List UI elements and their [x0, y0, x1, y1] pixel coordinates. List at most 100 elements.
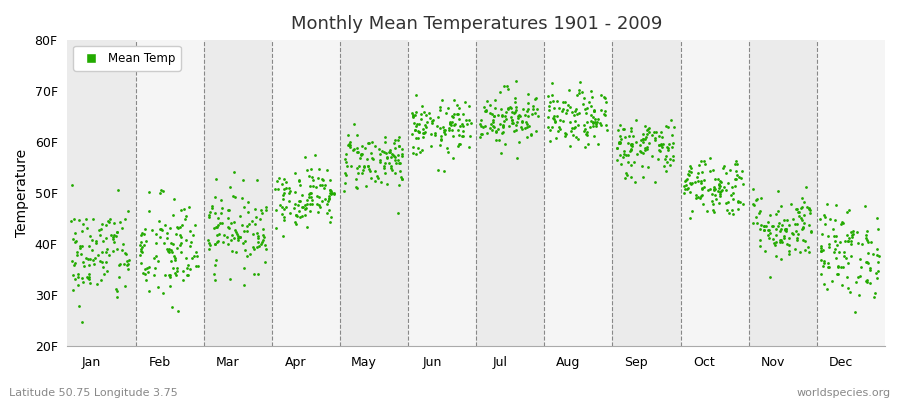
Point — [137, 231, 151, 238]
Point — [240, 208, 255, 215]
Point — [840, 209, 854, 215]
Point — [238, 247, 252, 253]
Point — [640, 144, 654, 150]
Point — [282, 198, 296, 204]
Point — [653, 148, 668, 154]
Point — [88, 254, 103, 261]
Point — [363, 168, 377, 174]
Point — [183, 242, 197, 249]
Point — [165, 240, 179, 246]
Point — [209, 224, 223, 230]
Point — [504, 117, 518, 123]
Point — [527, 110, 542, 117]
Point — [761, 219, 776, 225]
Point — [82, 270, 96, 277]
Point — [459, 117, 473, 123]
Point — [718, 186, 733, 193]
Point — [844, 240, 859, 247]
Point — [254, 207, 268, 213]
Point — [775, 222, 789, 228]
Point — [276, 190, 291, 196]
Point — [145, 226, 159, 233]
Point — [587, 108, 601, 114]
Point — [779, 241, 794, 247]
Point — [378, 170, 392, 176]
Point — [579, 106, 593, 112]
Point — [641, 164, 655, 171]
Point — [652, 142, 666, 149]
Point — [117, 250, 131, 256]
Point — [572, 90, 587, 96]
Point — [118, 216, 132, 222]
Point — [697, 158, 711, 164]
Point — [544, 124, 559, 130]
Point — [160, 246, 175, 252]
Point — [624, 142, 638, 148]
Point — [301, 201, 315, 207]
Point — [356, 142, 370, 149]
Point — [826, 249, 841, 255]
Point — [300, 224, 314, 231]
Point — [221, 206, 236, 213]
Point — [232, 234, 247, 240]
Point — [318, 195, 332, 202]
Point — [621, 140, 635, 146]
Point — [214, 210, 229, 216]
Point — [371, 175, 385, 181]
Point — [662, 155, 677, 162]
Point — [305, 201, 320, 207]
Point — [105, 234, 120, 240]
Point — [388, 154, 402, 160]
Point — [361, 162, 375, 169]
Point — [359, 183, 374, 189]
Point — [416, 130, 430, 136]
Point — [796, 199, 811, 205]
Point — [706, 201, 720, 208]
Point — [616, 125, 630, 132]
Point — [94, 259, 109, 265]
Point — [483, 102, 498, 108]
Point — [829, 233, 843, 240]
Point — [639, 134, 653, 140]
Point — [122, 208, 136, 214]
Point — [790, 235, 805, 242]
Point — [629, 117, 643, 123]
Point — [210, 223, 224, 230]
Point — [681, 170, 696, 177]
Point — [74, 251, 88, 258]
Point — [235, 222, 249, 228]
Point — [227, 235, 241, 241]
Point — [698, 161, 713, 167]
Point — [303, 190, 318, 196]
Point — [782, 222, 796, 228]
Point — [355, 170, 369, 176]
Point — [168, 231, 183, 238]
Point — [624, 141, 638, 147]
Point — [633, 142, 647, 148]
Point — [747, 202, 761, 208]
Point — [259, 204, 274, 210]
Point — [208, 194, 222, 200]
Point — [241, 221, 256, 227]
Point — [82, 274, 96, 280]
Point — [782, 234, 796, 241]
Point — [73, 245, 87, 251]
Point — [453, 123, 467, 130]
Point — [70, 249, 85, 255]
Point — [249, 230, 264, 236]
Point — [678, 186, 692, 192]
Point — [494, 106, 508, 112]
Point — [356, 167, 371, 173]
Point — [248, 214, 263, 220]
Point — [853, 264, 868, 271]
Point — [558, 132, 572, 139]
Point — [793, 249, 807, 255]
Point — [493, 150, 508, 156]
Point — [715, 187, 729, 194]
Point — [842, 284, 856, 291]
Point — [515, 119, 529, 125]
Point — [507, 128, 521, 134]
Point — [101, 218, 115, 224]
Point — [372, 146, 386, 152]
Point — [513, 113, 527, 120]
